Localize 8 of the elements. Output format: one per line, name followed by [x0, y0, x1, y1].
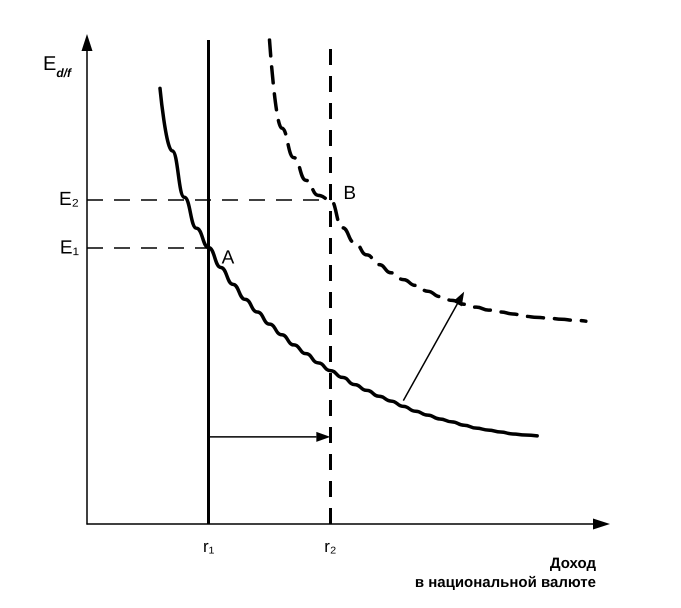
annotation: A	[222, 248, 235, 269]
x-tick-label: r₁	[202, 537, 215, 556]
ref-line-label: E₁	[60, 238, 79, 259]
annotation: B	[343, 183, 356, 204]
x-axis-title: Доход в национальной валюте	[414, 555, 596, 591]
ref-line-label: E₂	[58, 189, 79, 210]
x-tick-label: r₂	[324, 537, 336, 556]
y-axis-title: E$_{d/f}$	[42, 53, 72, 80]
